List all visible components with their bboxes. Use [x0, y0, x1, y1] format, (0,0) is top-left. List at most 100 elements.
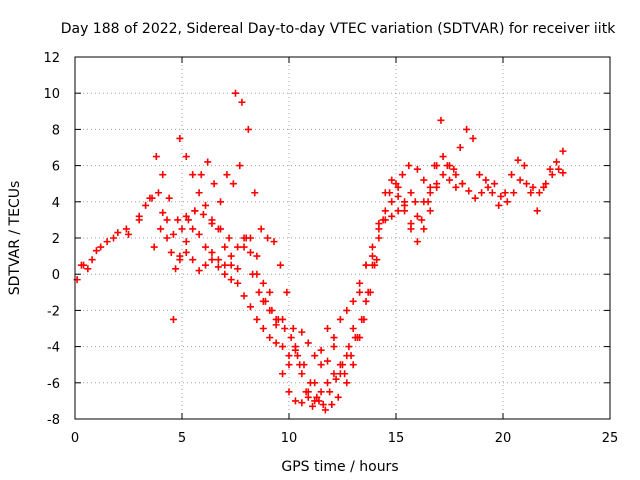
- data-point: [535, 189, 543, 197]
- data-point: [285, 361, 293, 369]
- data-point: [152, 153, 160, 161]
- data-point: [309, 402, 317, 410]
- y-tick-label: -8: [47, 413, 60, 428]
- data-point: [208, 248, 216, 256]
- data-point: [343, 306, 351, 314]
- data-point: [208, 256, 216, 264]
- data-point: [315, 397, 323, 405]
- data-point: [276, 261, 284, 269]
- axis-ticks: 0 5 10 15 20 25 -8 -6 -4 -2 0 2 4 6 8 10 12: [43, 51, 618, 446]
- data-point: [478, 189, 486, 197]
- data-point: [298, 328, 306, 336]
- data-point: [488, 189, 496, 197]
- y-tick-label: -2: [47, 304, 60, 319]
- data-point: [225, 234, 233, 242]
- data-point: [381, 189, 389, 197]
- data-point: [471, 194, 479, 202]
- data-point: [317, 388, 325, 396]
- data-point: [208, 216, 216, 224]
- data-point: [272, 339, 280, 347]
- data-point: [227, 276, 235, 284]
- data-point: [279, 370, 287, 378]
- data-point: [146, 194, 154, 202]
- data-point: [253, 252, 261, 260]
- x-tick-label: 5: [178, 431, 186, 446]
- data-point: [266, 334, 274, 342]
- data-point: [182, 212, 190, 220]
- data-point: [548, 171, 556, 179]
- data-point: [503, 198, 511, 206]
- data-point: [264, 234, 272, 242]
- data-point: [424, 198, 432, 206]
- data-point: [356, 288, 364, 296]
- data-point: [349, 361, 357, 369]
- data-point: [388, 198, 396, 206]
- data-point: [311, 352, 319, 360]
- data-point: [234, 279, 242, 287]
- data-point: [234, 243, 242, 251]
- data-point: [330, 370, 338, 378]
- data-point: [433, 183, 441, 191]
- data-point: [420, 225, 428, 233]
- data-point: [463, 125, 471, 133]
- data-point: [202, 243, 210, 251]
- data-point: [520, 162, 528, 170]
- data-point: [182, 153, 190, 161]
- data-point: [165, 194, 173, 202]
- data-point: [559, 147, 567, 155]
- data-point: [326, 388, 334, 396]
- data-point: [298, 370, 306, 378]
- data-point: [174, 216, 182, 224]
- x-tick-label: 15: [388, 431, 405, 446]
- data-point: [456, 144, 464, 151]
- data-point: [249, 270, 257, 278]
- data-point: [418, 216, 426, 224]
- data-point: [291, 343, 299, 351]
- data-point: [202, 201, 210, 209]
- data-point: [125, 230, 132, 238]
- data-point: [324, 379, 332, 387]
- data-point: [217, 198, 225, 206]
- data-point: [426, 183, 434, 191]
- data-point: [251, 189, 259, 197]
- data-point: [330, 343, 338, 351]
- data-point: [469, 134, 477, 142]
- data-point: [381, 207, 389, 215]
- data-point: [178, 225, 186, 233]
- data-point: [176, 252, 184, 260]
- data-point: [332, 375, 340, 383]
- data-point: [240, 243, 248, 251]
- data-point: [261, 297, 269, 305]
- data-point: [540, 183, 548, 191]
- data-point: [300, 361, 308, 369]
- data-point: [195, 189, 203, 197]
- data-point: [189, 225, 197, 233]
- y-tick-label: 4: [52, 196, 60, 211]
- data-point: [413, 238, 421, 246]
- data-point: [304, 339, 312, 347]
- y-tick-label: -4: [47, 341, 60, 356]
- data-point: [439, 171, 447, 179]
- data-point: [97, 243, 105, 251]
- data-point: [356, 279, 364, 287]
- data-point: [306, 379, 314, 387]
- data-point: [362, 261, 370, 269]
- data-point: [232, 89, 239, 97]
- data-point: [195, 230, 203, 238]
- y-tick-label: 8: [52, 123, 60, 138]
- data-point: [319, 401, 327, 409]
- data-point: [199, 210, 207, 218]
- data-point: [214, 256, 222, 264]
- data-point: [317, 361, 325, 369]
- data-point: [501, 189, 509, 197]
- data-point: [546, 165, 554, 173]
- data-point: [484, 183, 492, 191]
- data-point: [495, 201, 503, 209]
- data-point: [176, 134, 184, 142]
- data-point: [542, 180, 550, 188]
- data-point: [452, 171, 460, 179]
- data-point: [458, 180, 466, 188]
- data-point: [388, 176, 396, 184]
- data-point: [394, 183, 402, 191]
